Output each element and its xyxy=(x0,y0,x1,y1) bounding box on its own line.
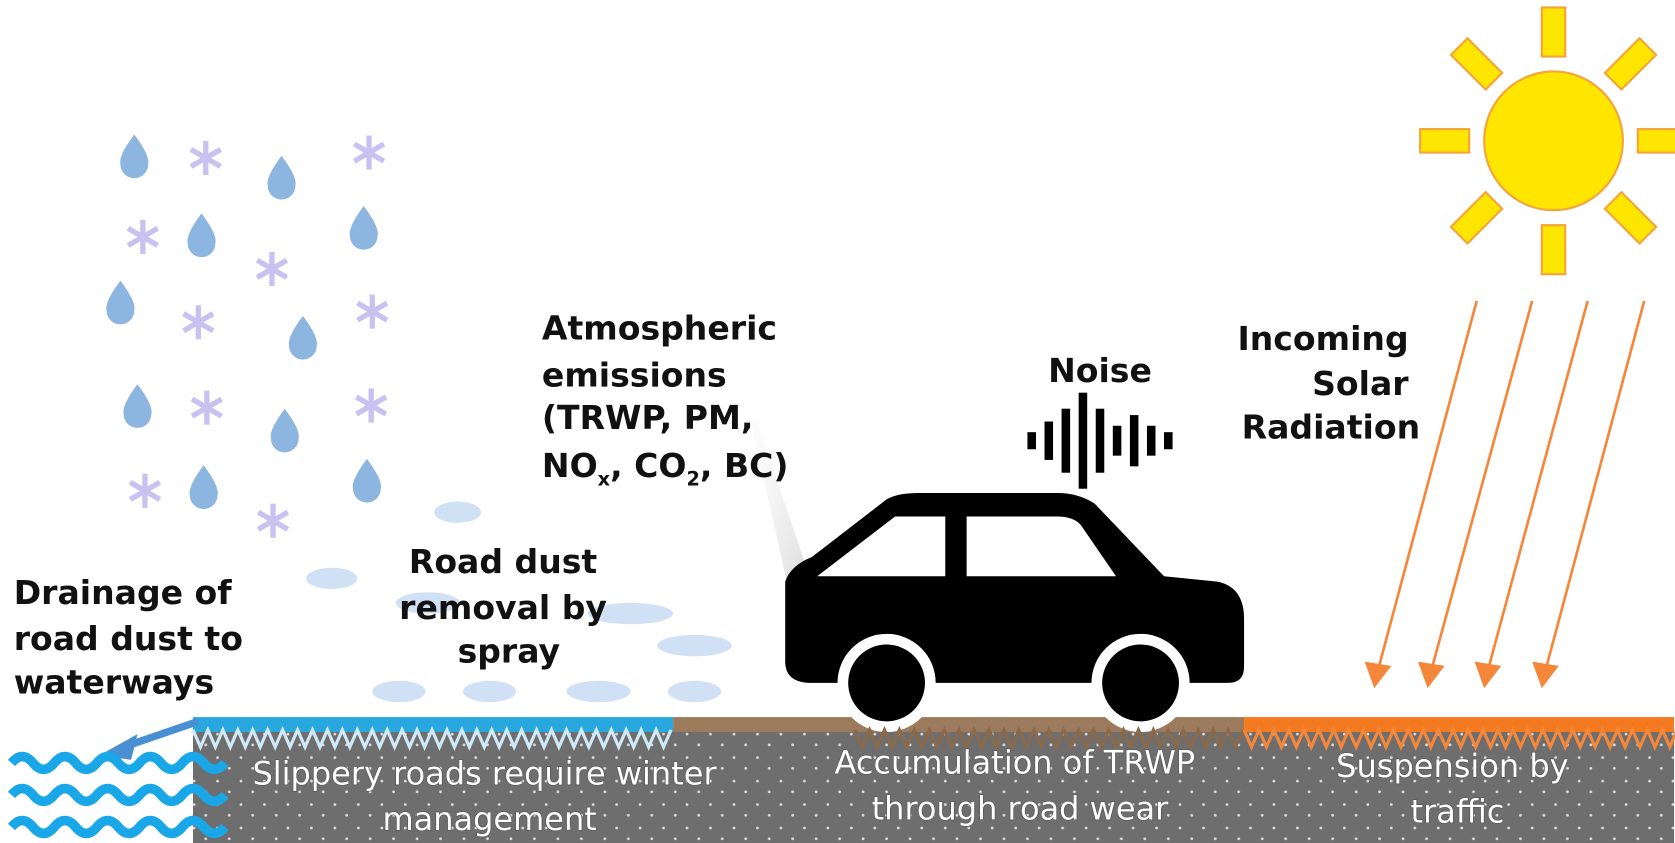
decoration xyxy=(12,7,1675,843)
spray xyxy=(463,681,516,702)
rain-drop xyxy=(106,281,134,325)
car xyxy=(785,493,1244,732)
diagram: Atmospheric emissions (TRWP, PM, NOx, CO… xyxy=(0,0,1675,843)
solar-arrow xyxy=(1431,301,1532,672)
noise-bar xyxy=(1164,432,1173,449)
rain-drop xyxy=(187,213,215,257)
solar-arrowhead xyxy=(1532,662,1559,689)
rain-drop xyxy=(123,384,151,428)
atmospheric-label: Atmospheric emissions (TRWP, PM, NOx, CO… xyxy=(542,308,789,490)
sun-ray xyxy=(1420,129,1469,152)
noise-label: Noise xyxy=(1048,351,1152,390)
rain-drop xyxy=(120,134,148,178)
sun-ray xyxy=(1638,129,1675,152)
spray xyxy=(434,502,481,523)
solar-arrowhead xyxy=(1418,662,1445,689)
noise-bar xyxy=(1062,409,1071,473)
rain-drop xyxy=(289,316,317,360)
spray xyxy=(657,635,732,656)
hot-surface xyxy=(1244,717,1674,732)
noise-bar xyxy=(1045,422,1054,460)
sun-ray xyxy=(1542,225,1565,274)
solar-arrowhead xyxy=(1475,662,1502,689)
noise-bar xyxy=(1079,393,1088,489)
noise-bar xyxy=(1027,432,1036,449)
rain-drop xyxy=(267,156,295,200)
rain-drop xyxy=(353,459,381,503)
spray xyxy=(306,568,357,589)
rain-drop xyxy=(350,206,378,250)
sun-ray xyxy=(1451,192,1502,243)
spray xyxy=(668,681,721,702)
solar-arrowhead xyxy=(1365,662,1392,689)
sun-ray xyxy=(1542,7,1565,56)
sun-ray xyxy=(1451,38,1502,89)
sun xyxy=(1484,71,1623,210)
sun-ray xyxy=(1605,192,1656,243)
drainage-label: Drainage of road dust to waterways xyxy=(14,573,255,702)
solar-label: Incoming Solar Radiation xyxy=(1237,319,1420,447)
dust-removal-label: Road dust removal by spray xyxy=(399,542,618,671)
spray xyxy=(372,681,425,702)
noise-bar xyxy=(1113,426,1122,456)
rain-drop xyxy=(190,465,218,509)
sun-ray xyxy=(1605,38,1656,89)
spray xyxy=(566,681,630,702)
noise-bar xyxy=(1147,426,1156,456)
rain-drop xyxy=(271,409,299,453)
noise-bar xyxy=(1096,409,1105,473)
solar-arrow xyxy=(1487,301,1587,672)
noise-bar xyxy=(1130,415,1139,466)
solar-arrow xyxy=(1545,301,1644,672)
